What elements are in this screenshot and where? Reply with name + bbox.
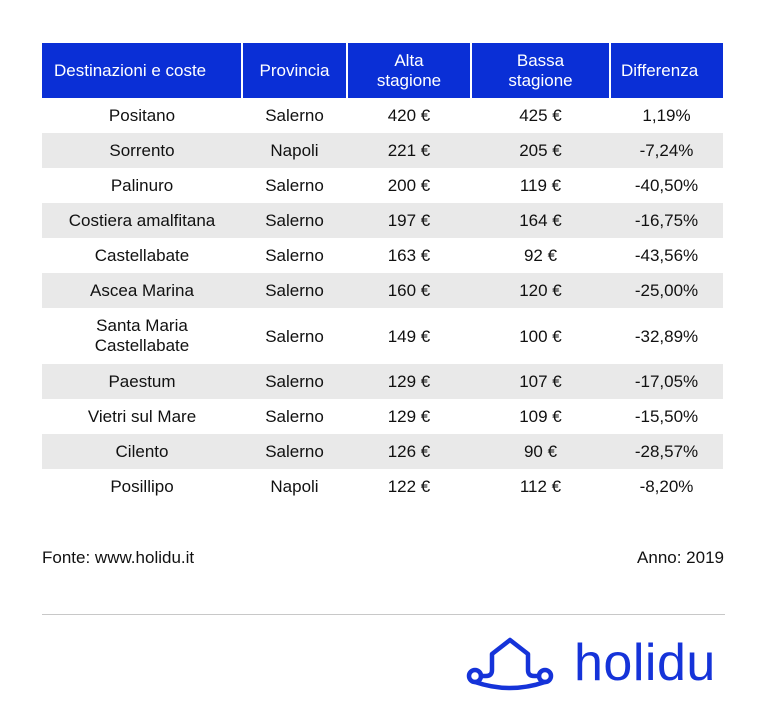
- header-bassa-stagione: Bassa stagione: [471, 43, 611, 98]
- cell-destinazione: Castellabate: [94, 246, 190, 265]
- cell-differenza: -16,75%: [610, 203, 723, 238]
- cell-alta-stagione: 160 €: [347, 273, 471, 308]
- cell-bassa-stagione: 164 €: [471, 203, 610, 238]
- table-row: Paestum Salerno 129 €107 € -17,05%: [42, 364, 723, 399]
- cell-destinazione: Palinuro: [110, 176, 174, 195]
- cell-provincia: Salerno: [265, 326, 324, 346]
- table-row: Cilento Salerno 126 €90 € -28,57%: [42, 434, 723, 469]
- table-row: Positano Salerno 420 € 425 € 1,19%: [42, 98, 723, 133]
- cell-bassa-stagione: 425 €: [519, 106, 562, 125]
- price-table: Destinazioni e coste Provincia Alta stag…: [42, 43, 723, 504]
- cell-bassa-stagione: 109 €: [519, 407, 562, 426]
- cell-provincia: Salerno: [265, 407, 324, 426]
- table-header: Destinazioni e coste Provincia Alta stag…: [42, 43, 723, 98]
- house-icon: [466, 637, 554, 691]
- cell-destinazione: Santa Maria Castellabate: [94, 316, 190, 355]
- holidu-logo: holidu: [466, 632, 728, 694]
- cell-destinazione: Cilento: [42, 434, 242, 469]
- cell-differenza: 1,19%: [642, 106, 691, 125]
- table-body: Positano Salerno 420 €425 €1,19% Sorrento Na…: [42, 98, 723, 504]
- cell-destinazione: Vietri sul Mare: [87, 407, 197, 426]
- cell-alta-stagione: 163 €: [387, 246, 431, 265]
- cell-provincia: Salerno: [242, 203, 347, 238]
- table-row: Costiera amalfitana Salerno 197 €164 € -16,…: [42, 203, 723, 238]
- price-table-container: Destinazioni e coste Provincia Alta stag…: [42, 43, 723, 504]
- cell-bassa-stagione: 205 €: [471, 133, 610, 168]
- table-row: Vietri sul Mare Salerno 129 € 109 € -15,50%: [42, 399, 723, 434]
- cell-alta-stagione: 197 €: [347, 203, 471, 238]
- cell-destinazione: Sorrento: [42, 133, 242, 168]
- cell-differenza: -17,05%: [610, 364, 723, 399]
- cell-destinazione: Posillipo: [110, 477, 174, 496]
- table-row: Ascea Marina Salerno 160 €120 € -25,00%: [42, 273, 723, 308]
- cell-provincia: Napoli: [242, 133, 347, 168]
- header-destinazioni: Destinazioni e coste: [42, 43, 243, 98]
- cell-destinazione: Positano: [108, 106, 176, 125]
- cell-bassa-stagione: 119 €: [519, 176, 562, 195]
- cell-provincia: Salerno: [265, 246, 324, 265]
- table-row: Posillipo Napoli 122 € 112 € -8,20%: [42, 469, 723, 504]
- table-row: Sorrento Napoli 221 €205 € -7,24%: [42, 133, 723, 168]
- cell-alta-stagione: 122 €: [387, 477, 431, 496]
- cell-alta-stagione: 129 €: [347, 364, 471, 399]
- divider: [42, 614, 725, 615]
- cell-bassa-stagione: 120 €: [471, 273, 610, 308]
- cell-bassa-stagione: 90 €: [471, 434, 610, 469]
- cell-differenza: -43,56%: [634, 246, 699, 265]
- cell-provincia: Salerno: [242, 364, 347, 399]
- header-alta-stagione: Alta stagione: [347, 43, 472, 98]
- table-row: Santa Maria Castellabate Salerno 149 € 100 …: [42, 308, 723, 364]
- cell-differenza: -7,24%: [610, 133, 723, 168]
- cell-provincia: Salerno: [242, 273, 347, 308]
- header-differenza: Differenza: [610, 43, 723, 98]
- logo-wordmark: holidu: [574, 634, 716, 692]
- year-text: Anno: 2019: [637, 548, 724, 567]
- cell-differenza: -32,89%: [634, 326, 699, 346]
- table-row: Castellabate Salerno 163 € 92 € -43,56%: [42, 238, 723, 273]
- cell-differenza: -25,00%: [610, 273, 723, 308]
- cell-provincia: Salerno: [265, 176, 324, 195]
- header-provincia: Provincia: [242, 43, 348, 98]
- cell-differenza: -40,50%: [634, 176, 699, 195]
- header-alta-stagione-label: Alta stagione: [376, 50, 442, 90]
- header-bassa-stagione-label: Bassa stagione: [508, 50, 573, 90]
- cell-differenza: -15,50%: [634, 407, 699, 426]
- cell-provincia: Napoli: [270, 477, 319, 496]
- cell-bassa-stagione: 100 €: [519, 326, 562, 346]
- header-row: Destinazioni e coste Provincia Alta stag…: [42, 43, 723, 98]
- cell-alta-stagione: 221 €: [347, 133, 471, 168]
- table-row: Palinuro Salerno 200 € 119 € -40,50%: [42, 168, 723, 203]
- cell-differenza: -8,20%: [639, 477, 694, 496]
- cell-alta-stagione: 149 €: [387, 326, 431, 346]
- cell-bassa-stagione: 112 €: [519, 477, 562, 496]
- cell-alta-stagione: 420 €: [387, 106, 431, 125]
- cell-alta-stagione: 126 €: [347, 434, 471, 469]
- cell-destinazione: Costiera amalfitana: [42, 203, 242, 238]
- cell-alta-stagione: 200 €: [387, 176, 431, 195]
- cell-destinazione: Paestum: [42, 364, 242, 399]
- cell-provincia: Salerno: [265, 106, 324, 125]
- source-text: Fonte: www.holidu.it: [42, 548, 195, 567]
- cell-provincia: Salerno: [242, 434, 347, 469]
- cell-destinazione: Ascea Marina: [42, 273, 242, 308]
- cell-bassa-stagione: 107 €: [471, 364, 610, 399]
- cell-alta-stagione: 129 €: [387, 407, 431, 426]
- cell-bassa-stagione: 92 €: [523, 246, 558, 265]
- cell-differenza: -28,57%: [610, 434, 723, 469]
